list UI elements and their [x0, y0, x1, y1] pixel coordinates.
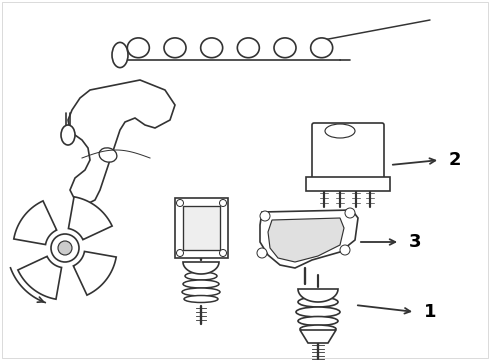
Circle shape: [257, 248, 267, 258]
Ellipse shape: [183, 280, 219, 288]
Ellipse shape: [61, 125, 75, 145]
Polygon shape: [18, 256, 62, 299]
Ellipse shape: [311, 38, 333, 58]
Bar: [175, 198, 228, 258]
Polygon shape: [298, 289, 338, 302]
Text: 3: 3: [409, 233, 421, 251]
Polygon shape: [260, 210, 358, 268]
Polygon shape: [14, 201, 57, 244]
Polygon shape: [183, 262, 219, 274]
Circle shape: [176, 249, 183, 256]
Ellipse shape: [182, 288, 220, 296]
Bar: [306, 177, 390, 191]
Polygon shape: [74, 251, 116, 295]
Circle shape: [260, 211, 270, 221]
Ellipse shape: [184, 296, 218, 302]
Circle shape: [340, 245, 350, 255]
Ellipse shape: [325, 124, 355, 138]
Circle shape: [176, 199, 183, 207]
Ellipse shape: [298, 297, 338, 307]
Ellipse shape: [127, 38, 149, 58]
Bar: [183, 206, 220, 250]
Circle shape: [220, 199, 226, 207]
Text: 1: 1: [424, 303, 436, 321]
Polygon shape: [300, 330, 336, 343]
Ellipse shape: [99, 148, 117, 162]
Polygon shape: [69, 197, 112, 240]
Ellipse shape: [164, 38, 186, 58]
Polygon shape: [268, 218, 344, 262]
Ellipse shape: [237, 38, 259, 58]
Circle shape: [51, 234, 79, 262]
Ellipse shape: [296, 307, 340, 317]
Text: 2: 2: [449, 151, 461, 169]
Circle shape: [58, 241, 72, 255]
Ellipse shape: [112, 42, 128, 68]
Ellipse shape: [274, 38, 296, 58]
Circle shape: [345, 208, 355, 218]
FancyBboxPatch shape: [312, 123, 384, 179]
Polygon shape: [68, 80, 175, 205]
Ellipse shape: [201, 38, 222, 58]
Circle shape: [220, 249, 226, 256]
Ellipse shape: [298, 316, 338, 325]
Ellipse shape: [185, 272, 217, 280]
Ellipse shape: [300, 325, 336, 333]
